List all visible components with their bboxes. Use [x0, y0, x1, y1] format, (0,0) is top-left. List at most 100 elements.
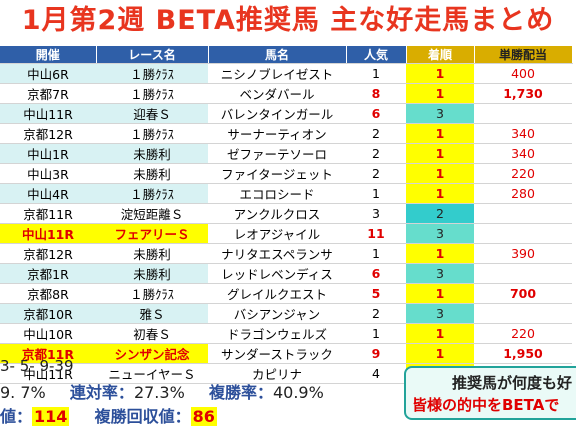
header-race: レース名	[96, 46, 209, 64]
cell-popularity: 1	[346, 323, 406, 344]
cell-venue: 京都11R	[0, 203, 96, 224]
cell-venue: 中山10R	[0, 323, 96, 344]
cell-horse: バレンタインガール	[208, 103, 346, 124]
cell-horse: アンクルクロス	[208, 203, 346, 224]
show-rate-label: 複勝率：	[208, 383, 273, 402]
show-return: 86	[190, 407, 217, 426]
cell-venue: 中山1R	[0, 143, 96, 164]
cell-race-name: １勝ｸﾗｽ	[96, 123, 208, 144]
cell-payout	[474, 263, 572, 284]
cell-horse: サンダーストラック	[208, 343, 346, 364]
cell-horse: エコロシード	[208, 183, 346, 204]
cell-popularity: 9	[346, 343, 406, 364]
table-row: 京都11R シンザン記念 サンダーストラック 9 1 1,950	[0, 343, 572, 364]
place-rate-label: 連対率：	[69, 383, 134, 402]
cell-popularity: 5	[346, 283, 406, 304]
cell-popularity: 4	[346, 363, 406, 384]
cell-finish: 3	[406, 263, 474, 284]
cell-finish: 1	[406, 143, 474, 164]
results-table: 開催 レース名 馬名 人気 着順 単勝配当 中山6R １勝ｸﾗｽ ニシノブレイゼスト…	[0, 46, 573, 384]
cell-venue: 京都1R	[0, 263, 96, 284]
place-rate: 27.3%	[133, 383, 185, 402]
cell-race-name: １勝ｸﾗｽ	[96, 63, 208, 84]
table-row: 中山1R 未勝利 ゼファーテソーロ 2 1 340	[0, 143, 572, 164]
return-line: 値： 114 複勝回収値： 86	[0, 403, 217, 427]
cell-horse: グレイルクエスト	[208, 283, 346, 304]
win-rate: 9. 7%	[0, 383, 46, 402]
table-row: 京都10R 雅Ｓ バシアンジャン 2 3	[0, 303, 572, 324]
cell-horse: ニシノブレイゼスト	[208, 63, 346, 84]
cell-popularity: 2	[346, 123, 406, 144]
cell-payout: 280	[474, 183, 572, 204]
cell-finish: 1	[406, 83, 474, 104]
show-return-label: 複勝回収値：	[94, 407, 191, 426]
page-title: 1月第2週 BETA推奨馬 主な好走馬まとめ	[21, 5, 555, 36]
cell-finish: 1	[406, 283, 474, 304]
table-row: 京都11R 淀短距離Ｓ アンクルクロス 3 2	[0, 203, 572, 224]
cell-venue: 中山11R	[0, 103, 96, 124]
cell-popularity: 1	[346, 183, 406, 204]
cell-popularity: 2	[346, 303, 406, 324]
table-row: 京都12R １勝ｸﾗｽ サーナーティオン 2 1 340	[0, 123, 572, 144]
cell-payout	[474, 103, 572, 124]
cell-finish: 1	[406, 243, 474, 264]
cell-payout	[474, 203, 572, 224]
table-row: 中山11R フェアリーＳ レオアジャイル 11 3	[0, 223, 572, 244]
cell-popularity: 11	[346, 223, 406, 244]
cell-horse: ファイタージェット	[208, 163, 346, 184]
cell-finish: 1	[406, 123, 474, 144]
cell-popularity: 2	[346, 163, 406, 184]
cell-venue: 中山11R	[0, 363, 96, 384]
show-rate: 40.9%	[272, 383, 324, 402]
cell-payout: 1,950	[474, 343, 572, 364]
cell-venue: 中山3R	[0, 163, 96, 184]
cell-horse: ゼファーテソーロ	[208, 143, 346, 164]
header-venue: 開催	[0, 46, 97, 64]
cell-venue: 京都11R	[0, 343, 96, 364]
cell-payout: 390	[474, 243, 572, 264]
rate-line: 9. 7% 連対率：27.3% 複勝率：40.9%	[0, 379, 324, 403]
cell-race-name: シンザン記念	[96, 343, 208, 364]
cell-finish: 1	[406, 163, 474, 184]
cell-payout: 340	[474, 143, 572, 164]
cell-horse: バシアンジャン	[208, 303, 346, 324]
cell-finish: 2	[406, 203, 474, 224]
cell-venue: 中山6R	[0, 63, 96, 84]
cell-payout: 220	[474, 163, 572, 184]
cell-horse: ドラゴンウェルズ	[208, 323, 346, 344]
table-row: 中山6R １勝ｸﾗｽ ニシノブレイゼスト 1 1 400	[0, 63, 572, 84]
cell-venue: 中山11R	[0, 223, 96, 244]
cell-finish: 3	[406, 223, 474, 244]
cell-payout	[474, 223, 572, 244]
header-finish: 着順	[406, 46, 475, 64]
header-popularity: 人気	[346, 46, 407, 64]
table-row: 中山10R 初春Ｓ ドラゴンウェルズ 1 1 220	[0, 323, 572, 344]
table-row: 京都1R 未勝利 レッドレベンディス 6 3	[0, 263, 572, 284]
cell-finish: 3	[406, 103, 474, 124]
cell-venue: 京都8R	[0, 283, 96, 304]
table-row: 中山4R １勝ｸﾗｽ エコロシード 1 1 280	[0, 183, 572, 204]
cell-payout: 340	[474, 123, 572, 144]
cell-horse: サーナーティオン	[208, 123, 346, 144]
table-row: 京都8R １勝ｸﾗｽ グレイルクエスト 5 1 700	[0, 283, 572, 304]
cell-finish: 1	[406, 183, 474, 204]
table-row: 中山3R 未勝利 ファイタージェット 2 1 220	[0, 163, 572, 184]
header-horse: 馬名	[208, 46, 347, 64]
cell-race-name: １勝ｸﾗｽ	[96, 283, 208, 304]
cell-popularity: 3	[346, 203, 406, 224]
cell-finish: 1	[406, 63, 474, 84]
cell-popularity: 1	[346, 63, 406, 84]
cell-race-name: 雅Ｓ	[96, 303, 208, 324]
cell-race-name: 未勝利	[96, 163, 208, 184]
cell-horse: ベンダバール	[208, 83, 346, 104]
cell-venue: 京都10R	[0, 303, 96, 324]
cell-race-name: 迎春Ｓ	[96, 103, 208, 124]
win-return-label: 値：	[0, 407, 33, 426]
cell-horse: ナリタエスペランサ	[208, 243, 346, 264]
cell-popularity: 6	[346, 263, 406, 284]
cell-popularity: 6	[346, 103, 406, 124]
cell-race-name: 未勝利	[96, 143, 208, 164]
win-return: 114	[32, 407, 70, 426]
cell-finish: 1	[406, 323, 474, 344]
cell-race-name: 未勝利	[96, 243, 208, 264]
